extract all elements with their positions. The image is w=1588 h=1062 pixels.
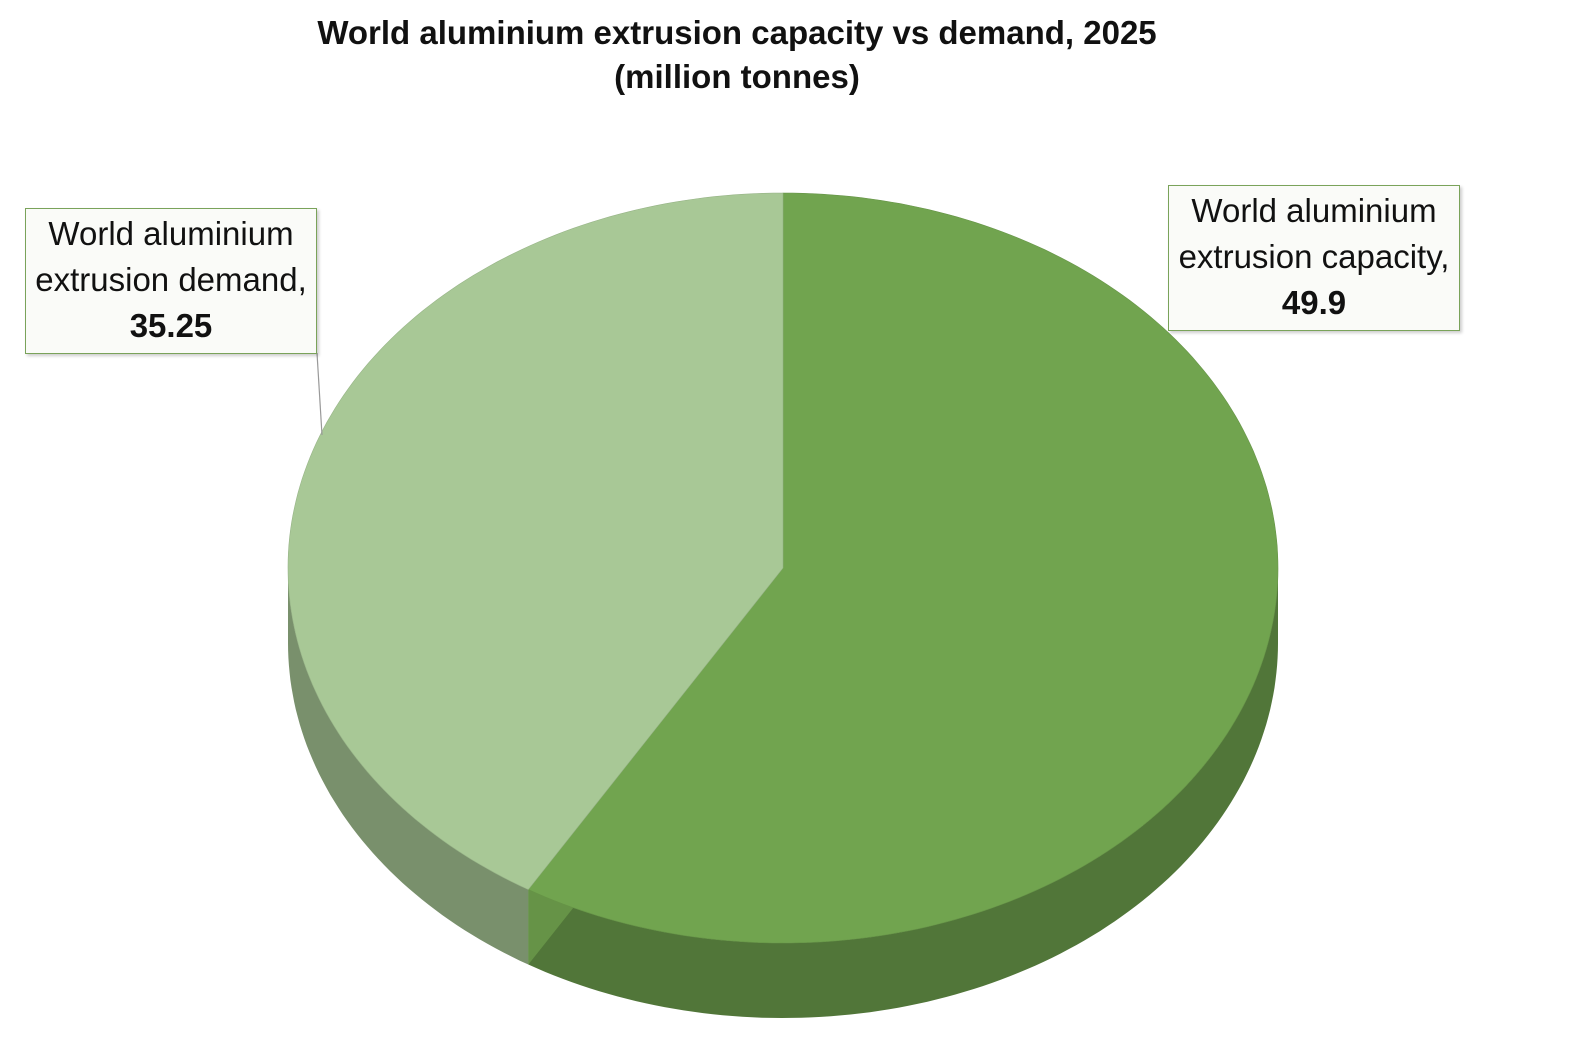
slice-side	[528, 568, 1278, 1018]
chart-title: World aluminium extrusion capacity vs de…	[317, 14, 1157, 51]
label-category: World aluminium extrusion demand,	[35, 215, 307, 298]
data-label: World aluminium extrusion capacity, 49.9	[1168, 185, 1460, 331]
label-value: 49.9	[1281, 284, 1347, 321]
slice-side	[288, 568, 529, 965]
label-category: World aluminium extrusion capacity,	[1178, 192, 1450, 275]
data-label: World aluminium extrusion demand, 35.25	[25, 208, 317, 354]
leader-line	[316, 352, 323, 436]
slice	[287, 192, 784, 890]
chart-subtitle: (million tonnes)	[614, 58, 860, 95]
slice	[527, 192, 1279, 944]
label-value: 35.25	[129, 307, 213, 344]
